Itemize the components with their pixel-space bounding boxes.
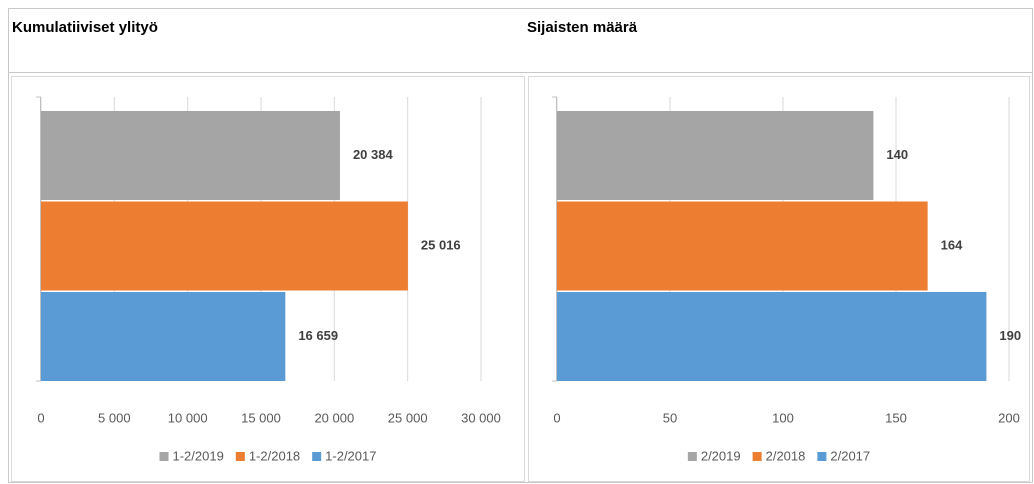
bar bbox=[41, 292, 286, 381]
legend-label: 2/2018 bbox=[766, 448, 806, 463]
legend-label: 1-2/2017 bbox=[325, 448, 376, 463]
bar bbox=[557, 111, 874, 200]
data-label: 25 016 bbox=[421, 237, 461, 252]
x-tick-label: 50 bbox=[663, 410, 677, 425]
legend-swatch bbox=[235, 452, 245, 461]
bar bbox=[41, 201, 408, 291]
panel-left bbox=[11, 76, 525, 482]
legend-label: 2/2019 bbox=[701, 448, 741, 463]
bar bbox=[41, 111, 340, 200]
x-tick-label: 0 bbox=[37, 410, 44, 425]
x-tick-label: 0 bbox=[553, 410, 560, 425]
legend-swatch bbox=[752, 452, 762, 461]
legend-swatch bbox=[817, 452, 827, 461]
outer-border bbox=[8, 8, 1033, 483]
chart-title: Sijaisten määrä bbox=[527, 19, 638, 36]
x-tick-label: 200 bbox=[998, 410, 1020, 425]
x-tick-label: 150 bbox=[885, 410, 907, 425]
x-tick-label: 25 000 bbox=[388, 410, 428, 425]
bar bbox=[557, 201, 928, 291]
bar bbox=[557, 292, 987, 381]
data-label: 16 659 bbox=[298, 328, 338, 343]
chart-title: Kumulatiiviset ylityö bbox=[12, 19, 158, 36]
legend-label: 1-2/2018 bbox=[249, 448, 300, 463]
x-tick-label: 100 bbox=[772, 410, 794, 425]
x-tick-label: 10 000 bbox=[168, 410, 208, 425]
x-tick-label: 20 000 bbox=[314, 410, 354, 425]
data-label: 140 bbox=[886, 147, 908, 162]
legend-swatch bbox=[159, 452, 169, 461]
legend-swatch bbox=[687, 452, 697, 461]
data-label: 190 bbox=[999, 328, 1021, 343]
data-label: 20 384 bbox=[353, 147, 394, 162]
x-tick-label: 5 000 bbox=[98, 410, 131, 425]
panel-right bbox=[528, 76, 1030, 482]
legend-swatch bbox=[312, 452, 322, 461]
legend-label: 1-2/2019 bbox=[173, 448, 224, 463]
x-tick-label: 15 000 bbox=[241, 410, 281, 425]
data-label: 164 bbox=[941, 237, 963, 252]
legend-label: 2/2017 bbox=[830, 448, 870, 463]
x-tick-label: 30 000 bbox=[461, 410, 501, 425]
